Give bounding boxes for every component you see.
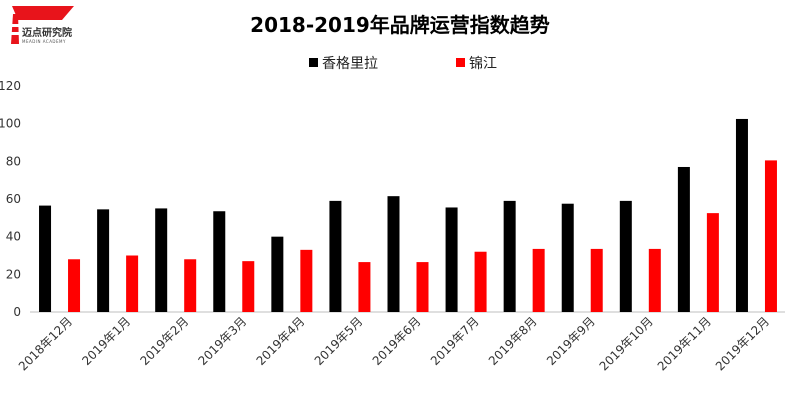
x-tick-label: 2019年9月 <box>544 314 598 368</box>
logo-flag-shape <box>12 6 74 20</box>
x-axis: 2018年12月 2019年1月 2019年2月 2019年3月 2019年4月 2019… <box>16 314 772 373</box>
legend-swatch-jinjiang <box>456 58 465 67</box>
x-tick-label: 2019年2月 <box>137 314 191 368</box>
bar-shangri-la <box>97 209 110 312</box>
bar-shangri-la <box>445 207 458 312</box>
legend: 香格里拉 锦江 <box>309 55 497 72</box>
y-tick-label: 80 <box>6 154 21 168</box>
logo-lighthouse-stripe <box>11 32 19 35</box>
logo-name: 迈点研究院 <box>22 26 72 39</box>
y-tick-label: 100 <box>0 117 21 131</box>
y-tick-label: 0 <box>13 305 21 319</box>
x-tick-label: 2019年8月 <box>486 314 540 368</box>
x-tick-label: 2019年1月 <box>79 314 133 368</box>
bar-shangri-la <box>735 118 748 312</box>
bar-shangri-la <box>619 200 632 312</box>
bar-shangri-la <box>387 196 400 312</box>
bar-jinjiang <box>242 261 255 312</box>
legend-swatch-shangri-la <box>309 58 318 67</box>
logo-subtitle: MEADIN ACADEMY <box>22 39 66 44</box>
x-tick-label: 2019年5月 <box>312 314 366 368</box>
bars <box>39 118 777 312</box>
x-tick-label: 2019年4月 <box>254 314 308 368</box>
bar-shangri-la <box>155 208 168 312</box>
x-tick-label: 2018年12月 <box>16 314 75 373</box>
bar-jinjiang <box>648 248 661 312</box>
y-tick-label: 20 <box>6 267 21 281</box>
bar-jinjiang <box>764 160 777 312</box>
x-tick-label: 2019年10月 <box>597 314 656 373</box>
bar-jinjiang <box>474 251 487 312</box>
bar-shangri-la <box>561 203 574 312</box>
y-tick-label: 120 <box>0 79 21 93</box>
x-tick-label: 2019年11月 <box>655 314 714 373</box>
y-tick-label: 60 <box>6 192 21 206</box>
bar-jinjiang <box>416 262 429 312</box>
logo-lighthouse-icon <box>11 14 19 44</box>
bar-jinjiang <box>300 249 313 312</box>
bar-shangri-la <box>329 200 342 312</box>
x-tick-label: 2019年6月 <box>370 314 424 368</box>
bar-jinjiang <box>358 262 371 312</box>
bar-jinjiang <box>68 259 81 312</box>
bar-jinjiang <box>126 255 139 312</box>
logo: 迈点研究院 MEADIN ACADEMY <box>11 6 74 44</box>
bar-shangri-la <box>271 236 284 312</box>
x-tick-label: 2019年3月 <box>196 314 250 368</box>
bar-jinjiang <box>532 248 545 312</box>
bar-shangri-la <box>213 211 226 312</box>
y-tick-label: 40 <box>6 230 21 244</box>
bar-jinjiang <box>706 213 719 312</box>
bar-jinjiang <box>184 259 197 312</box>
logo-lighthouse-stripe <box>12 24 19 27</box>
legend-label-jinjiang: 锦江 <box>469 55 497 72</box>
bar-shangri-la <box>503 200 516 312</box>
bar-shangri-la <box>39 205 52 312</box>
bar-shangri-la <box>677 166 690 312</box>
chart-title: 2018-2019年品牌运营指数趋势 <box>250 13 550 37</box>
x-tick-label: 2019年7月 <box>428 314 482 368</box>
y-axis: 0 20 40 60 80 100 120 <box>0 79 21 319</box>
bar-jinjiang <box>590 248 603 312</box>
legend-label-shangri-la: 香格里拉 <box>322 56 378 72</box>
x-tick-label: 2019年12月 <box>713 314 772 373</box>
